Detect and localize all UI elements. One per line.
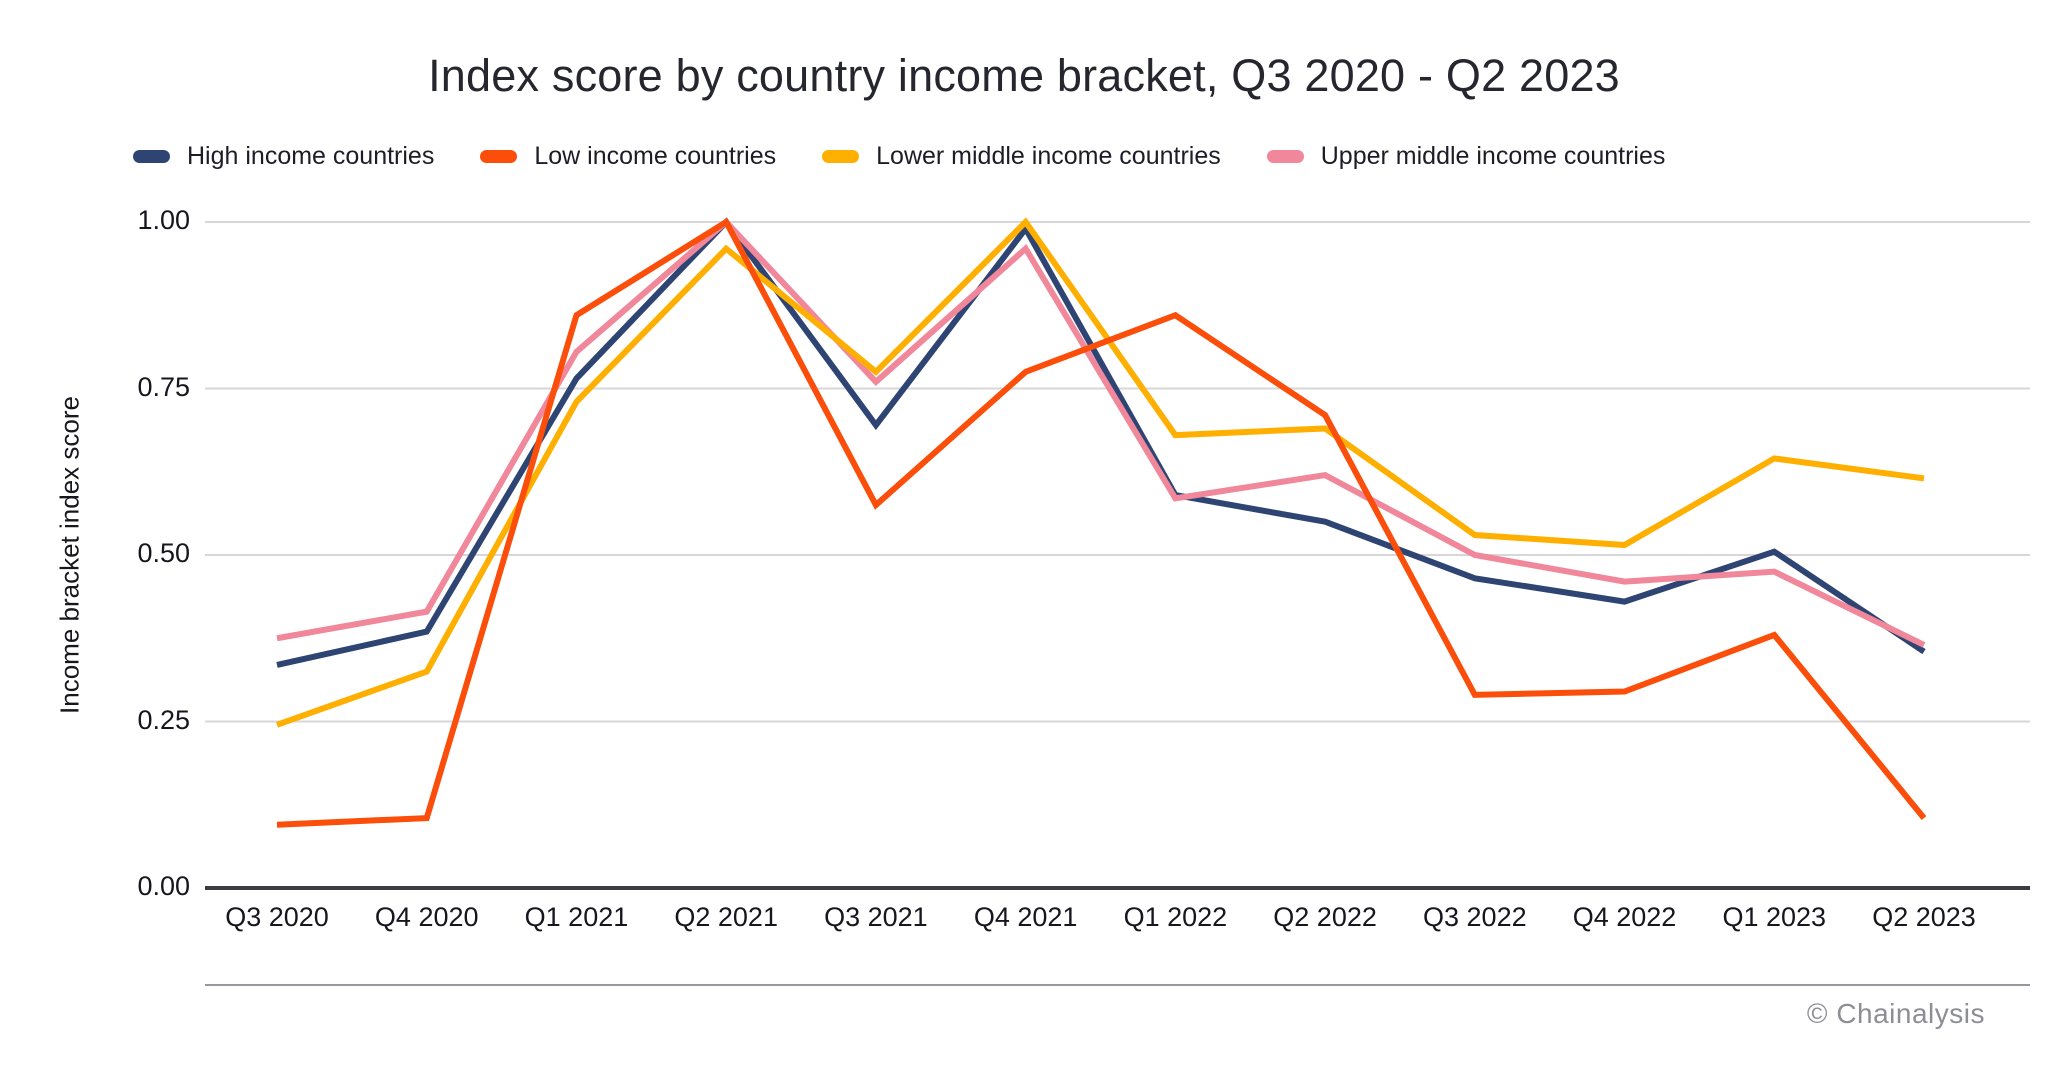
- x-tick-label: Q4 2021: [973, 902, 1078, 932]
- legend-label: Upper middle income countries: [1320, 142, 1666, 170]
- x-tick-label: Q3 2020: [225, 902, 329, 932]
- y-tick-label: 0.50: [137, 538, 190, 568]
- series-line-low-income-countries: [276, 217, 1927, 828]
- x-tick-label: Q1 2023: [1722, 902, 1827, 932]
- x-tick-label: Q2 2023: [1872, 902, 1976, 932]
- legend-label: High income countries: [187, 142, 435, 170]
- legend-swatch-icon: [480, 150, 518, 163]
- legend-item: High income countries: [133, 142, 434, 171]
- legend-item: Lower middle income countries: [822, 142, 1221, 171]
- legend-swatch-icon: [822, 150, 860, 163]
- copyright-credit: © Chainalysis: [1806, 998, 1985, 1029]
- x-tick-label: Q1 2021: [524, 902, 629, 932]
- x-tick-label: Q2 2021: [674, 902, 778, 932]
- x-tick-label: Q4 2020: [374, 902, 479, 932]
- y-tick-label: 0.25: [137, 704, 190, 735]
- x-tick-label: Q2 2022: [1273, 902, 1377, 932]
- legend-label: Lower middle income countries: [876, 142, 1221, 170]
- y-tick-label: 1.00: [137, 205, 190, 235]
- x-tick-label: Q3 2022: [1423, 902, 1527, 932]
- legend-item: Upper middle income countries: [1266, 142, 1666, 171]
- x-tick-label: Q4 2022: [1572, 902, 1677, 932]
- x-tick-label: Q1 2022: [1123, 902, 1228, 932]
- y-tick-label: 0.00: [137, 871, 190, 901]
- series-line-lower-middle-income-countries: [275, 217, 1925, 728]
- series-line-high-income-countries: [276, 217, 1926, 668]
- legend-item: Low income countries: [480, 142, 776, 171]
- legend: High income countries Low income countrie…: [133, 142, 1665, 171]
- legend-swatch-icon: [1266, 150, 1304, 163]
- x-tick-label: Q3 2021: [824, 902, 928, 932]
- legend-label: Low income countries: [534, 142, 777, 170]
- chart-title: Index score by country income bracket, Q…: [428, 50, 1620, 101]
- y-tick-label: 0.75: [137, 371, 190, 402]
- legend-swatch-icon: [133, 150, 170, 163]
